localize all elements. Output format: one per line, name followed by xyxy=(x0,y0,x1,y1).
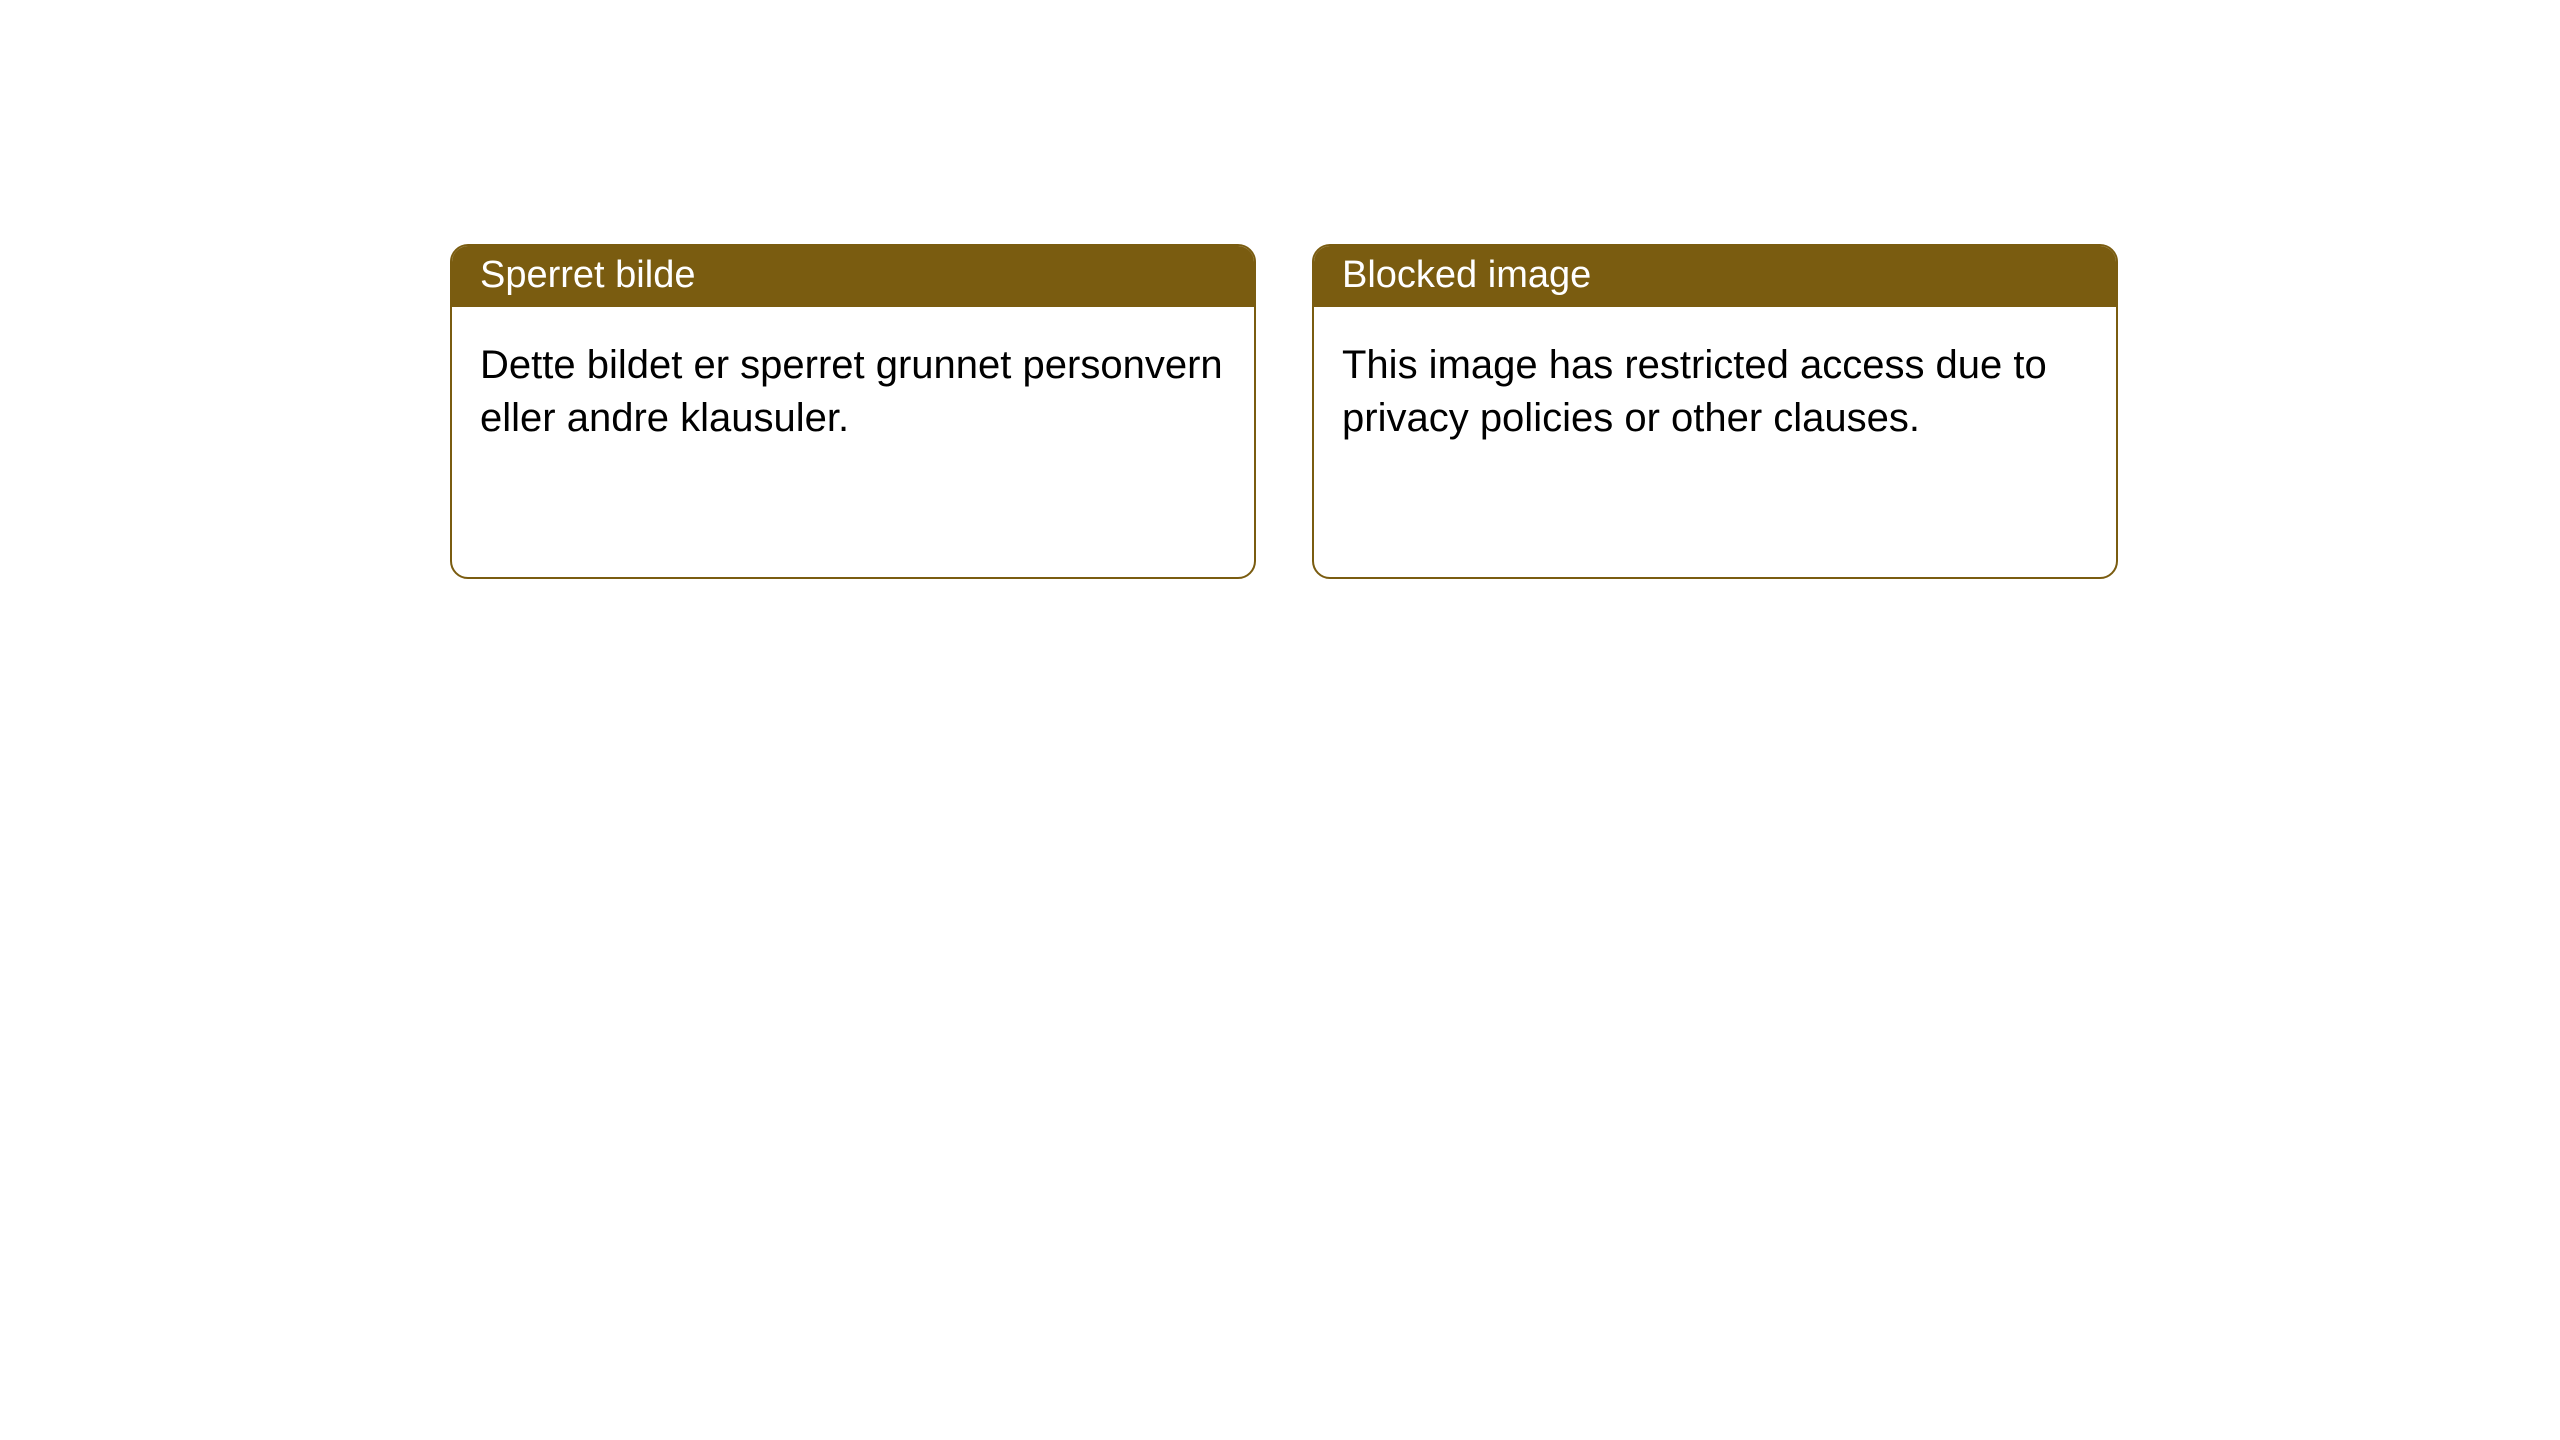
card-header-norwegian: Sperret bilde xyxy=(452,246,1254,307)
notice-container: Sperret bilde Dette bildet er sperret gr… xyxy=(0,0,2560,579)
card-header-english: Blocked image xyxy=(1314,246,2116,307)
notice-card-norwegian: Sperret bilde Dette bildet er sperret gr… xyxy=(450,244,1256,579)
notice-card-english: Blocked image This image has restricted … xyxy=(1312,244,2118,579)
card-body-english: This image has restricted access due to … xyxy=(1314,307,2116,577)
card-body-norwegian: Dette bildet er sperret grunnet personve… xyxy=(452,307,1254,577)
